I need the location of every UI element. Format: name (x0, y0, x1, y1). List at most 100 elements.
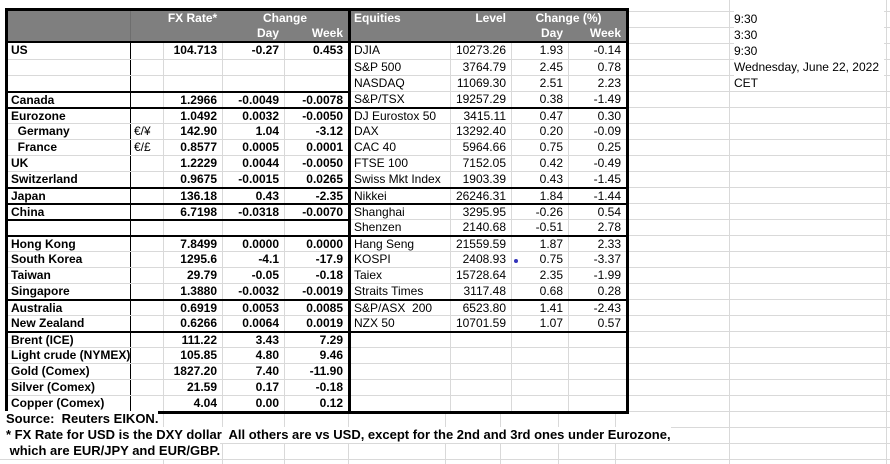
fx-cell-day-change[interactable]: -0.0032 (222, 284, 284, 299)
side-note-cell[interactable]: 9:30 (734, 43, 884, 59)
fx-cell-day-change[interactable]: 4.80 (222, 348, 284, 363)
fx-header-blank-cell[interactable] (8, 11, 130, 26)
fx-cell-pair[interactable] (130, 316, 163, 331)
equity-cell-index-name[interactable]: DJ Eurostox 50 (354, 109, 437, 123)
fx-cell-week-change[interactable]: 9.46 (284, 348, 348, 363)
fx-cell-day-change[interactable]: 0.17 (222, 380, 284, 395)
equity-cell-day-change[interactable]: 2.35 (511, 268, 568, 283)
fx-header-day-label[interactable]: Day (256, 26, 279, 40)
fx-cell-pair[interactable] (130, 156, 163, 171)
fx-cell-day-change[interactable]: 0.0005 (222, 140, 284, 155)
equity-cell-day-change[interactable]: 0.68 (511, 284, 568, 299)
fx-cell-country[interactable]: Australia (11, 301, 63, 315)
equity-cell-level[interactable]: 13292.40 (450, 124, 511, 139)
equity-cell-level[interactable] (450, 348, 511, 363)
fx-cell-country[interactable] (8, 60, 130, 75)
fx-cell-country[interactable]: Light crude (NYMEX) (11, 348, 131, 362)
equity-cell-level[interactable] (450, 380, 511, 395)
fx-header-pair-cell[interactable] (130, 11, 163, 26)
fx-cell-country[interactable]: Canada (11, 93, 55, 107)
fx-cell-pair[interactable]: €/£ (130, 140, 163, 155)
fx-cell-country[interactable]: Japan (11, 189, 46, 203)
equity-cell-day-change[interactable]: 2.51 (511, 76, 568, 91)
fx-cell-day-change[interactable]: -0.0049 (222, 93, 284, 107)
fx-cell-day-change[interactable] (222, 60, 284, 75)
fx-cell-country[interactable]: Germany (11, 124, 70, 138)
fx-cell-pair[interactable] (130, 252, 163, 267)
fx-cell-country[interactable]: Silver (Comex) (11, 380, 96, 394)
fx-cell-week-change[interactable]: -0.0078 (284, 93, 348, 107)
fx-cell-pair[interactable] (130, 93, 163, 107)
side-note-cell[interactable]: CET (734, 75, 884, 91)
equity-cell-day-change[interactable]: 1.07 (511, 316, 568, 331)
equity-cell-day-change[interactable]: 0.42 (511, 156, 568, 171)
equities-header-blank-cell[interactable] (450, 26, 511, 41)
fx-cell-country[interactable] (8, 221, 130, 235)
fx-cell-day-change[interactable] (222, 221, 284, 235)
fx-cell-day-change[interactable] (222, 76, 284, 91)
fx-cell-day-change[interactable]: 0.0064 (222, 316, 284, 331)
equity-cell-day-change[interactable]: 0.43 (511, 172, 568, 187)
equity-cell-week-change[interactable]: 0.25 (568, 140, 626, 155)
equity-cell-level[interactable] (450, 333, 511, 347)
equity-cell-level[interactable]: 21559.59 (450, 237, 511, 251)
fx-cell-pair[interactable] (130, 396, 163, 411)
fx-cell-rate[interactable]: 142.90 (163, 124, 222, 139)
fx-cell-pair[interactable] (130, 348, 163, 363)
fx-cell-day-change[interactable]: 1.04 (222, 124, 284, 139)
equity-cell-week-change[interactable]: -1.49 (568, 92, 626, 107)
equity-cell-level[interactable]: 3117.48 (450, 284, 511, 299)
fx-cell-country[interactable]: UK (11, 156, 29, 170)
equity-cell-week-change[interactable]: -2.43 (568, 301, 626, 315)
equity-cell-day-change[interactable]: 1.41 (511, 301, 568, 315)
equity-cell-index-name[interactable]: Hang Seng (354, 237, 415, 251)
equity-cell-week-change[interactable]: 2.78 (568, 220, 626, 235)
fx-cell-rate[interactable] (163, 221, 222, 235)
fx-cell-day-change[interactable]: 0.43 (222, 189, 284, 203)
equity-cell-level[interactable]: 1903.39 (450, 172, 511, 187)
fx-cell-week-change[interactable]: -0.0070 (284, 205, 348, 219)
fx-cell-country[interactable]: Switzerland (11, 172, 78, 186)
fx-cell-week-change[interactable]: 0.12 (284, 396, 348, 411)
fx-cell-day-change[interactable]: -4.1 (222, 252, 284, 267)
fx-cell-rate[interactable]: 1.3880 (163, 284, 222, 299)
equity-cell-week-change[interactable]: -0.09 (568, 124, 626, 139)
fx-cell-rate[interactable]: 0.9675 (163, 172, 222, 187)
side-note-cell[interactable]: Wednesday, June 22, 2022 (734, 59, 884, 75)
equity-cell-day-change[interactable]: -0.51 (511, 220, 568, 235)
equity-cell-level[interactable]: 10701.59 (450, 316, 511, 331)
fx-cell-week-change[interactable]: -2.35 (284, 189, 348, 203)
fx-cell-rate[interactable]: 21.59 (163, 380, 222, 395)
fx-cell-week-change[interactable]: 0.0000 (284, 237, 348, 251)
fx-cell-rate[interactable]: 6.7198 (163, 205, 222, 219)
equity-cell-index-name[interactable]: DAX (354, 124, 379, 138)
equity-cell-index-name[interactable]: S&P/ASX 200 (354, 301, 433, 315)
equity-cell-week-change[interactable] (568, 380, 626, 395)
equity-cell-index-name[interactable]: Straits Times (354, 284, 424, 298)
fx-header-change-label[interactable]: Change (262, 11, 307, 25)
fx-cell-week-change[interactable]: 0.0019 (284, 316, 348, 331)
equity-cell-week-change[interactable]: 0.28 (568, 284, 626, 299)
equity-cell-level[interactable]: 2140.68 (450, 220, 511, 235)
equity-cell-day-change[interactable] (511, 333, 568, 347)
fx-cell-day-change[interactable]: -0.05 (222, 268, 284, 283)
equity-cell-day-change[interactable] (511, 348, 568, 363)
equity-cell-index-name[interactable]: DJIA (354, 43, 381, 57)
equity-cell-day-change[interactable]: 2.45 (511, 60, 568, 75)
equity-cell-week-change[interactable] (568, 396, 626, 411)
fx-cell-week-change[interactable]: 7.29 (284, 333, 348, 347)
fx-cell-country[interactable]: Brent (ICE) (11, 333, 74, 347)
equity-cell-index-name[interactable]: Shanghai (354, 205, 405, 219)
equity-cell-index-name[interactable] (351, 364, 450, 379)
fx-cell-day-change[interactable]: 0.0053 (222, 301, 284, 315)
fx-cell-day-change[interactable]: 0.0032 (222, 109, 284, 123)
equity-cell-index-name[interactable]: CAC 40 (354, 140, 397, 154)
fx-cell-pair[interactable] (130, 237, 163, 251)
fx-header-blank-cell[interactable] (163, 26, 222, 41)
equity-cell-day-change[interactable]: 0.38 (511, 92, 568, 107)
fx-cell-rate[interactable]: 136.18 (163, 189, 222, 203)
equity-cell-index-name[interactable]: Taiex (354, 268, 383, 282)
equity-cell-day-change[interactable]: 0.20 (511, 124, 568, 139)
side-note-cell[interactable]: 3:30 (734, 27, 884, 43)
fx-cell-pair[interactable] (130, 43, 163, 59)
